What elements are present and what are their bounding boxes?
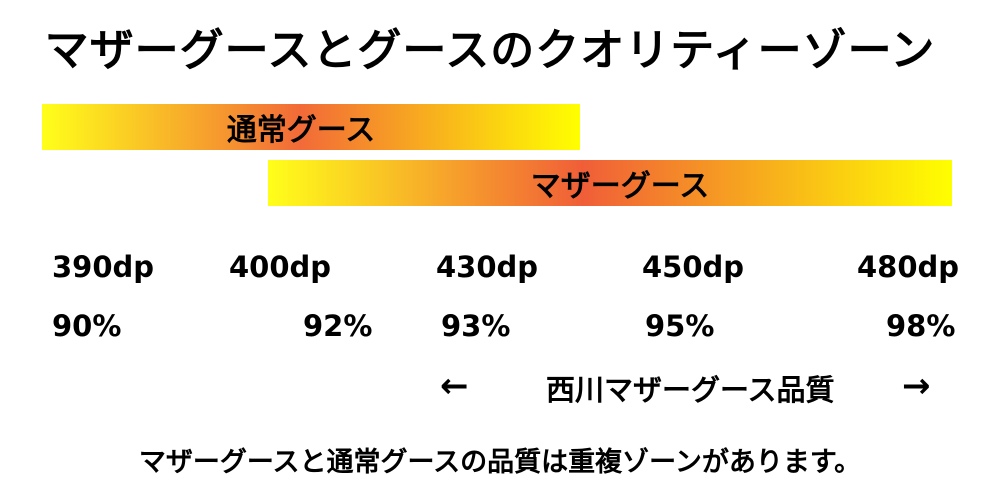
down-ratio-90: 90% xyxy=(52,309,122,343)
normal-goose-band: 通常グース xyxy=(42,104,580,150)
right-arrow-icon: → xyxy=(902,366,931,406)
nishikawa-quality-label: 西川マザーグース品質 xyxy=(546,373,835,407)
fill-power-390: 390dp xyxy=(52,250,155,284)
normal-goose-label: 通常グース xyxy=(226,113,376,148)
down-ratio-95: 95% xyxy=(645,309,715,343)
fill-power-480: 480dp xyxy=(857,250,960,284)
down-ratio-98: 98% xyxy=(886,309,956,343)
fill-power-400: 400dp xyxy=(229,250,332,284)
mother-goose-band: マザーグース xyxy=(268,160,952,206)
fill-power-450: 450dp xyxy=(642,250,745,284)
fill-power-430: 430dp xyxy=(436,250,539,284)
mother-goose-label: マザーグース xyxy=(530,169,710,204)
left-arrow-icon: ← xyxy=(440,366,469,406)
page-title: マザーグースとグースのクオリティーゾーン xyxy=(44,25,936,76)
overlap-note: マザーグースと通常グースの品質は重複ゾーンがあります。 xyxy=(138,447,862,478)
down-ratio-93: 93% xyxy=(441,309,511,343)
down-ratio-92: 92% xyxy=(303,309,373,343)
